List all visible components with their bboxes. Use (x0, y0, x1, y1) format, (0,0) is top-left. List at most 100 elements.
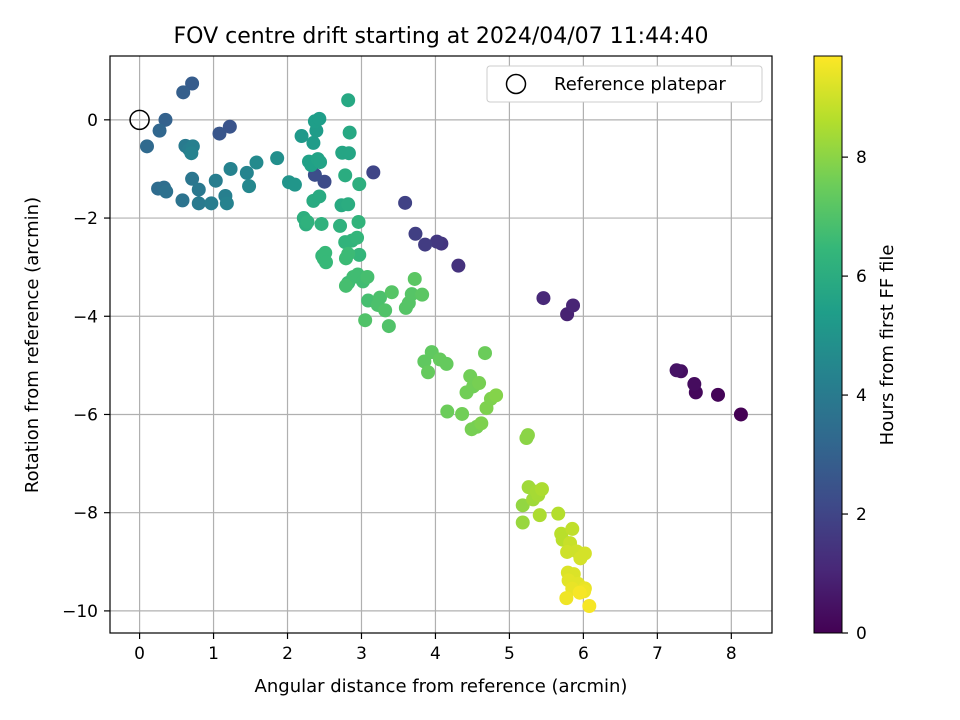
data-point (711, 387, 726, 402)
data-point (176, 85, 191, 100)
data-point (384, 285, 399, 300)
data-point (338, 278, 353, 293)
data-point (418, 237, 433, 252)
x-tick-label: 0 (134, 644, 145, 664)
data-point (366, 165, 381, 180)
data-point (515, 498, 530, 513)
data-point (472, 376, 487, 391)
x-tick-label: 4 (430, 644, 441, 664)
data-point (152, 123, 167, 138)
x-tick-label: 5 (504, 644, 515, 664)
data-point (338, 168, 353, 183)
data-point (451, 258, 466, 273)
data-point (573, 551, 588, 566)
data-point (534, 482, 549, 497)
data-point (350, 230, 365, 245)
data-point (559, 591, 574, 606)
data-point (566, 298, 581, 313)
x-tick-label: 1 (208, 644, 219, 664)
chart-title: FOV centre drift starting at 2024/04/07 … (174, 24, 709, 49)
data-point (312, 189, 327, 204)
x-axis-label: Angular distance from reference (arcmin) (255, 676, 628, 697)
data-point (318, 255, 333, 270)
data-point (338, 251, 353, 266)
plot-frame (109, 55, 773, 634)
y-tick-label: −4 (73, 307, 98, 327)
data-point (185, 171, 200, 186)
data-point (342, 125, 357, 140)
data-point (341, 197, 356, 212)
data-point (219, 196, 234, 211)
data-point (489, 388, 504, 403)
data-point (417, 354, 432, 369)
colorbar-tick-label: 4 (856, 386, 867, 406)
data-point (341, 146, 356, 161)
legend-reference-label: Reference platepar (554, 74, 726, 95)
data-point (312, 111, 327, 126)
data-point (404, 287, 419, 302)
data-point (408, 226, 423, 241)
y-tick-label: −2 (73, 209, 98, 229)
colorbar-ticks: 0 2 4 6 8 (842, 148, 867, 644)
data-point (669, 363, 684, 378)
y-axis-label: Rotation from reference (arcmin) (22, 197, 43, 493)
data-point (582, 598, 597, 613)
data-point (242, 179, 257, 194)
y-axis-ticks: 0 −2 −4 −6 −8 −10 (62, 111, 110, 622)
data-point (204, 196, 219, 211)
legend: Reference platepar (486, 65, 763, 103)
data-point (185, 76, 200, 91)
colorbar-label: Hours from first FF file (877, 245, 898, 446)
data-point (474, 416, 489, 431)
x-tick-label: 7 (652, 644, 663, 664)
data-point (415, 287, 430, 302)
data-point (551, 506, 566, 521)
y-tick-label: −10 (62, 602, 98, 622)
data-point (239, 165, 254, 180)
data-point (515, 515, 530, 530)
x-axis-ticks: 0 1 2 3 4 5 6 7 8 (134, 633, 737, 664)
reference-platepar-marker (129, 109, 150, 131)
data-point (733, 407, 748, 422)
y-tick-label: 0 (87, 111, 98, 131)
data-point (407, 271, 422, 286)
data-point (439, 356, 454, 371)
data-point (175, 193, 190, 208)
colorbar-tick-label: 2 (856, 505, 867, 525)
data-point (687, 377, 702, 392)
data-point (358, 313, 373, 328)
data-point (300, 214, 315, 229)
data-point (455, 406, 470, 421)
legend-box (486, 65, 763, 103)
data-point (429, 234, 444, 249)
data-point (139, 139, 154, 154)
data-point (306, 135, 321, 150)
data-point (398, 195, 413, 210)
colorbar-tick-label: 0 (856, 624, 867, 644)
plot-area (110, 56, 772, 633)
data-point (351, 214, 366, 229)
data-point (352, 247, 367, 262)
data-points (129, 76, 748, 613)
data-point (565, 521, 580, 536)
x-tick-label: 2 (282, 644, 293, 664)
x-tick-label: 8 (726, 644, 737, 664)
data-point (560, 544, 575, 559)
x-tick-label: 6 (578, 644, 589, 664)
data-point (314, 216, 329, 231)
data-point (158, 112, 173, 127)
data-point (191, 196, 206, 211)
data-point (191, 182, 206, 197)
colorbar-tick-label: 6 (856, 267, 867, 287)
y-tick-label: −6 (73, 405, 98, 425)
data-point (222, 119, 237, 134)
data-point (478, 346, 493, 361)
data-point (294, 129, 309, 144)
data-point (333, 218, 348, 233)
data-point (159, 184, 174, 199)
data-point (313, 155, 328, 170)
data-point (421, 365, 436, 380)
colorbar-tick-label: 8 (856, 148, 867, 168)
data-point (360, 269, 375, 284)
